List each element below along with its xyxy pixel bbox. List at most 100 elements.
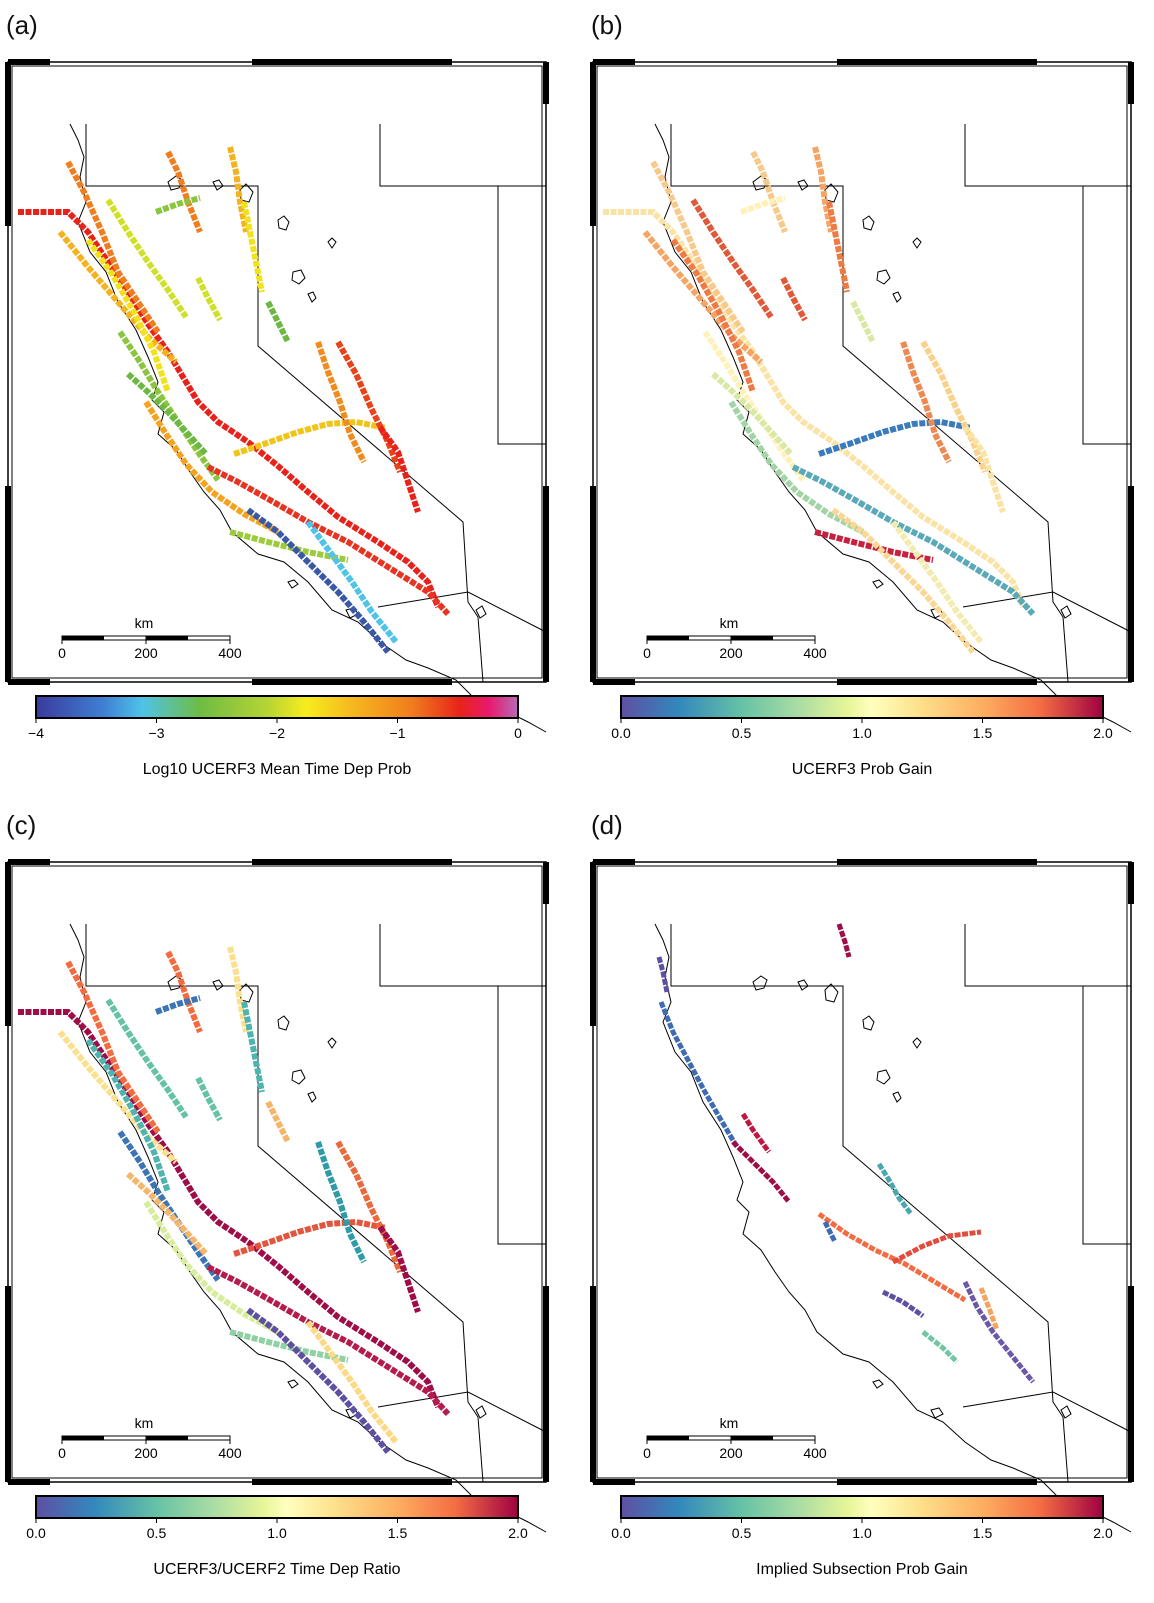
colorbar [35,695,519,719]
colorbar [35,1495,519,1519]
colorbar-title: UCERF3/UCERF2 Time Dep Ratio [153,1561,400,1578]
colorbar-tick-label: 0.5 [147,1525,167,1541]
fault-trace [690,198,774,319]
mexico-border [377,1391,547,1433]
scale-unit: km [135,615,154,631]
scale-tick-label: 200 [134,1445,158,1461]
fault-map: km 0 200 400 0.0 0.5 1.0 1.5 2.0 UCERF3/UCERF2 Ti… [5,859,549,1578]
scale-bar-seg [731,1436,773,1440]
fault-trace [658,1001,740,1149]
fault-trace [117,330,221,482]
scale-bar: km 0 200 400 [58,615,242,661]
map-inner-border [596,65,1128,679]
fault-trace [233,418,387,457]
colorbar-tick-label: −3 [149,725,165,741]
fault-trace [962,1280,1035,1384]
island [475,1405,487,1419]
fault-trace [831,507,976,654]
fault-trace [143,1200,280,1335]
panel-d: (d) km 0 200 400 0.0 0.5 1.0 1.5 2.0 Implied Subs… [585,800,1154,1600]
colorbar-tick-label: 1.0 [852,1525,872,1541]
colorbar-tick-label: 1.5 [388,1525,408,1541]
fault-trace [227,946,249,1033]
island [1060,605,1072,619]
fault-trace [229,529,349,563]
fault-trace [900,341,952,464]
colorbar-tick-label: 0.0 [611,725,631,741]
colorbar-tick-label: −1 [390,725,406,741]
island [930,1407,944,1419]
fault-trace [335,1140,403,1274]
fault-trace [315,1141,367,1264]
island [287,579,299,589]
scale-tick-label: 400 [803,1445,827,1461]
panel-label: (b) [591,10,623,40]
fault-trace [85,1038,171,1193]
colorbar-tick-label: 0.0 [611,1525,631,1541]
fault-trace [154,995,201,1015]
fault-trace [246,507,391,654]
island [912,237,922,249]
colorbar-tick-label: 0.5 [732,725,752,741]
fault-trace [670,238,756,393]
fault-trace [335,340,403,474]
scale-tick-label: 400 [218,1445,242,1461]
island [824,183,839,203]
colorbar-title: UCERF3 Prob Gain [792,761,933,778]
colorbar-tick-label: 1.5 [973,1525,993,1541]
fault-trace [241,201,265,293]
colorbar-tick-label: −2 [269,725,285,741]
fault-trace [603,209,1026,609]
island [797,179,809,191]
fault-trace [305,520,399,644]
fault-trace [377,1225,421,1313]
fault-trace [57,1030,178,1165]
fault-trace [656,956,670,993]
state-border [670,924,1131,1483]
fault-trace [57,230,178,365]
fault-trace [780,276,808,322]
colorbar-tick-label: 2.0 [1093,1525,1113,1541]
fault-trace [241,1001,265,1093]
state-border [85,924,546,1483]
fault-trace [740,1112,772,1154]
scale-tick-label: 0 [58,1445,66,1461]
scale-bar-seg [146,1436,188,1440]
map-inner-border [11,65,543,679]
scale-bar: km 0 200 400 [643,1415,827,1461]
scale-unit: km [135,1415,154,1431]
island [1060,1405,1072,1419]
island [752,975,768,991]
fault-trace [165,950,203,1034]
fault-trace [921,1330,959,1364]
island [277,1015,290,1031]
island [797,979,809,991]
fault-trace [818,418,972,457]
fault-trace [650,160,746,334]
fault-trace [206,1264,451,1417]
fault-trace [702,330,806,482]
island [307,1091,317,1103]
island [239,983,254,1003]
fault-trace [246,1307,391,1454]
fault-trace [826,201,850,293]
fault-trace [85,238,171,393]
scale-tick-label: 0 [58,645,66,661]
map-frame-border [592,861,1132,1483]
fault-trace [377,425,421,513]
fault-trace [750,150,788,234]
scale-bar-seg [62,1436,104,1440]
scale-bar: km 0 200 400 [643,615,827,661]
fault-trace [728,400,865,535]
island [239,183,254,203]
state-border [670,124,1131,683]
fault-trace [739,195,786,215]
fault-trace [65,960,161,1134]
fault-trace [229,1329,349,1363]
scale-bar-seg [647,1436,689,1440]
mexico-border [962,1391,1132,1433]
fault-trace [710,371,794,457]
island [212,979,224,991]
panel-b: (b) km 0 200 400 0.0 0.5 1.0 1.5 2.0 UCERF3 Prob … [585,0,1154,800]
fault-trace [195,1076,223,1122]
